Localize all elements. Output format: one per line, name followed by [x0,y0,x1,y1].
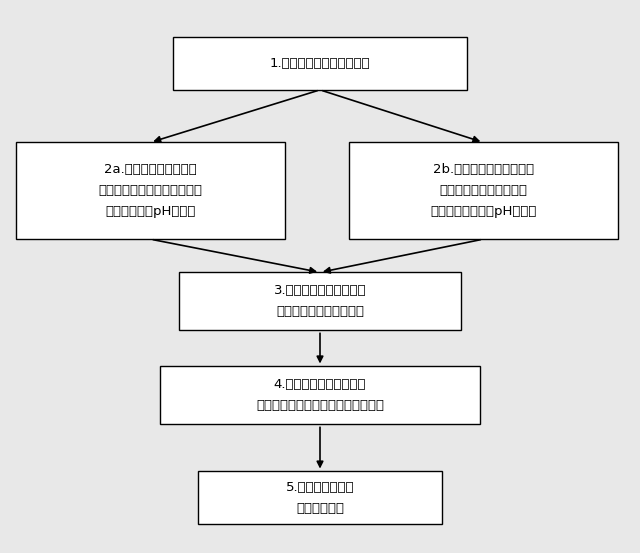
Text: 2b.環境変更プリセットの: 2b.環境変更プリセットの [433,163,534,176]
Bar [349,143,618,239]
Text: レベルをユーザーが設定: レベルをユーザーが設定 [276,305,364,319]
Text: 度、ガス、圧力、pHの選択: 度、ガス、圧力、pHの選択 [430,205,536,218]
Bar [16,143,285,239]
Text: ガス、圧力、pHの選択: ガス、圧力、pHの選択 [105,205,196,218]
Bar [198,471,442,524]
Text: ユーザー選択、湿度、温度、: ユーザー選択、湿度、温度、 [99,184,202,197]
Text: 2a.環境変更のタイプの: 2a.環境変更のタイプの [104,163,196,176]
Text: 1.環境変更のユーザー選択: 1.環境変更のユーザー選択 [269,57,371,70]
Text: 4.機器環境の現状を取得: 4.機器環境の現状を取得 [274,378,366,392]
Bar [179,272,461,330]
Bar [160,367,480,425]
Text: するセンサーからのフィードバック: するセンサーからのフィードバック [256,399,384,413]
Bar [173,38,467,90]
Text: 環境出力変更: 環境出力変更 [296,502,344,515]
Text: ユーザー選択、湿度、温: ユーザー選択、湿度、温 [439,184,527,197]
Text: 5.新しい設定への: 5.新しい設定への [285,481,355,494]
Text: 3.選択された環境設定の: 3.選択された環境設定の [274,284,366,298]
